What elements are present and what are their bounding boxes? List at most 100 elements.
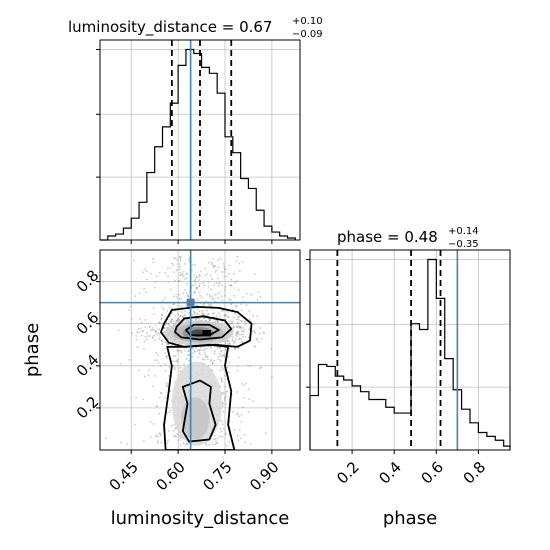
- scatter-point: [271, 376, 273, 379]
- scatter-point: [196, 286, 198, 289]
- scatter-point: [195, 346, 197, 349]
- scatter-point: [197, 356, 200, 359]
- scatter-point: [199, 353, 201, 356]
- scatter-point: [218, 435, 221, 438]
- scatter-point: [166, 343, 169, 346]
- scatter-point: [224, 314, 227, 317]
- scatter-point: [179, 272, 182, 275]
- scatter-point: [128, 358, 131, 361]
- scatter-point: [216, 347, 219, 349]
- scatter-point: [236, 280, 239, 282]
- scatter-point: [175, 296, 178, 298]
- scatter-point: [172, 295, 175, 298]
- scatter-point: [147, 374, 150, 377]
- panel-luminosity-distance-hist: [96, 39, 301, 244]
- scatter-point: [219, 369, 221, 372]
- scatter-point: [188, 359, 191, 362]
- scatter-point: [191, 355, 194, 358]
- scatter-point: [217, 296, 219, 299]
- scatter-point: [229, 320, 232, 323]
- scatter-point: [138, 292, 141, 295]
- scatter-point: [260, 366, 263, 369]
- scatter-point: [234, 305, 237, 307]
- scatter-point: [213, 359, 215, 362]
- scatter-point: [153, 286, 156, 289]
- scatter-point: [238, 429, 241, 432]
- scatter-point: [227, 315, 230, 318]
- scatter-point: [198, 279, 201, 281]
- scatter-point: [243, 433, 246, 436]
- scatter-point: [187, 353, 190, 356]
- scatter-point: [182, 316, 184, 319]
- scatter-point: [212, 297, 215, 300]
- scatter-point: [154, 434, 157, 437]
- scatter-point: [156, 359, 159, 362]
- xtick-label: 0.60: [153, 458, 189, 494]
- scatter-point: [202, 313, 205, 316]
- ytick-label: 0.8: [73, 266, 103, 296]
- scatter-point: [220, 380, 223, 383]
- scatter-point: [232, 336, 234, 339]
- scatter-point: [160, 339, 163, 342]
- scatter-point: [221, 435, 224, 438]
- scatter-point: [236, 321, 239, 324]
- scatter-point: [166, 442, 169, 444]
- scatter-point: [174, 368, 177, 371]
- scatter-point: [239, 326, 242, 329]
- scatter-point: [230, 322, 233, 325]
- scatter-point: [209, 296, 211, 298]
- title-ld-param: luminosity_distance: [68, 18, 217, 37]
- scatter-point: [247, 388, 250, 391]
- scatter-point: [234, 348, 237, 351]
- scatter-point: [167, 280, 170, 283]
- scatter-point: [242, 397, 245, 400]
- scatter-point: [176, 433, 179, 436]
- scatter-point: [237, 347, 240, 350]
- scatter-point: [236, 369, 239, 372]
- scatter-point: [194, 351, 196, 353]
- scatter-point: [226, 340, 229, 342]
- scatter-point: [197, 275, 200, 278]
- scatter-point: [220, 430, 223, 433]
- scatter-point: [214, 443, 217, 446]
- scatter-point: [210, 358, 213, 361]
- scatter-point: [200, 309, 203, 312]
- scatter-point: [253, 330, 256, 332]
- panel-frame: [99, 249, 301, 451]
- scatter-point: [129, 305, 132, 308]
- scatter-point: [146, 335, 149, 337]
- scatter-point: [258, 341, 260, 343]
- scatter-point: [166, 267, 169, 270]
- scatter-point: [179, 437, 182, 440]
- scatter-point: [167, 322, 170, 325]
- scatter-point: [232, 410, 234, 413]
- scatter-point: [140, 321, 143, 324]
- scatter-point: [187, 296, 190, 298]
- scatter-point: [237, 412, 239, 415]
- scatter-point: [163, 296, 166, 299]
- scatter-point: [151, 385, 154, 388]
- scatter-point: [224, 398, 226, 400]
- scatter-point: [193, 313, 196, 315]
- scatter-point: [131, 332, 133, 335]
- scatter-point: [210, 345, 212, 348]
- scatter-point: [214, 264, 217, 267]
- scatter-point: [175, 269, 178, 271]
- scatter-point: [181, 315, 184, 318]
- scatter-point: [223, 355, 226, 357]
- scatter-point: [180, 297, 183, 300]
- scatter-point: [179, 304, 182, 307]
- scatter-point: [243, 320, 246, 323]
- scatter-point: [146, 338, 148, 341]
- scatter-point: [210, 305, 213, 308]
- scatter-point: [253, 323, 256, 325]
- scatter-point: [181, 292, 184, 295]
- scatter-point: [158, 432, 161, 435]
- scatter-point: [227, 316, 230, 319]
- scatter-point: [202, 312, 204, 315]
- scatter-point: [173, 366, 176, 369]
- scatter-point: [199, 349, 202, 352]
- scatter-point: [151, 328, 154, 331]
- scatter-point: [178, 435, 181, 437]
- scatter-point: [168, 343, 170, 346]
